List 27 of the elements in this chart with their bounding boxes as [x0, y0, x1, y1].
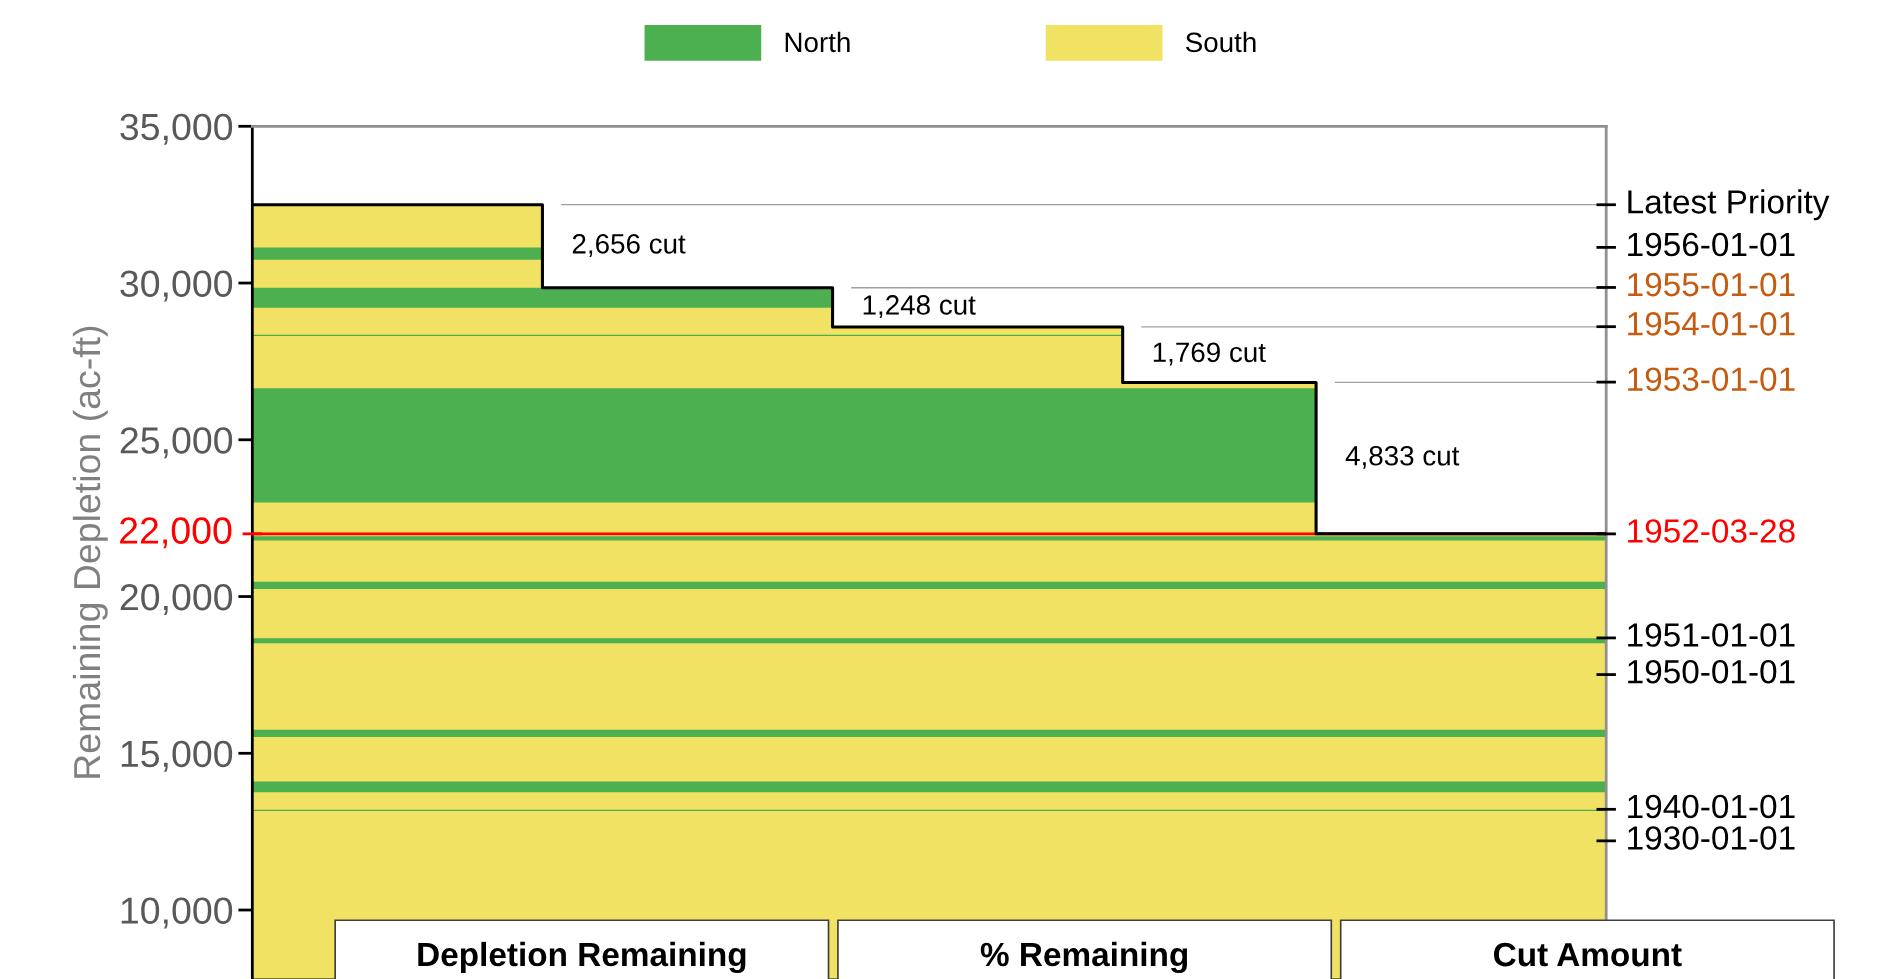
y-tick-label: 25,000 [120, 427, 233, 459]
annotation: 1,769 cut [1153, 342, 1266, 366]
y-tick-label: 30,000 [120, 270, 233, 302]
annotation: 1,248 cut [863, 295, 976, 319]
y-axis-title: Remaining Depletion (ac-ft) [72, 326, 108, 778]
legend-label: South [1185, 31, 1256, 53]
y-tick-label: 35,000 [120, 113, 233, 145]
text: 1956-01-01 [1628, 232, 1795, 257]
annotation: Cut Amount [1494, 942, 1682, 967]
text: 1940-01-01 [1628, 794, 1795, 819]
y-tick-label: 10,000 [121, 897, 233, 929]
text: 1955-01-01 [1628, 272, 1795, 297]
annotation: % Remaining [980, 941, 1188, 974]
text: 1951-01-01 [1628, 623, 1795, 647]
y-tick-label: 15,000 [121, 740, 233, 772]
ref-line-label: 22,000 [120, 517, 232, 549]
annotation: Depletion Remaining [418, 941, 746, 974]
text: 1930-01-01 [1628, 826, 1795, 850]
y-tick-label: 20,000 [120, 583, 233, 615]
annotation: 4,833 cut [1345, 445, 1460, 469]
legend-label: North [785, 31, 850, 53]
text: 1954-01-01 [1628, 312, 1795, 336]
annotation: 2,656 cut [572, 233, 686, 257]
text: Latest Priority [1628, 189, 1830, 221]
text: 1950-01-01 [1628, 659, 1795, 684]
text: 1952-03-28 [1628, 519, 1795, 543]
text: 1953-01-01 [1628, 367, 1795, 392]
